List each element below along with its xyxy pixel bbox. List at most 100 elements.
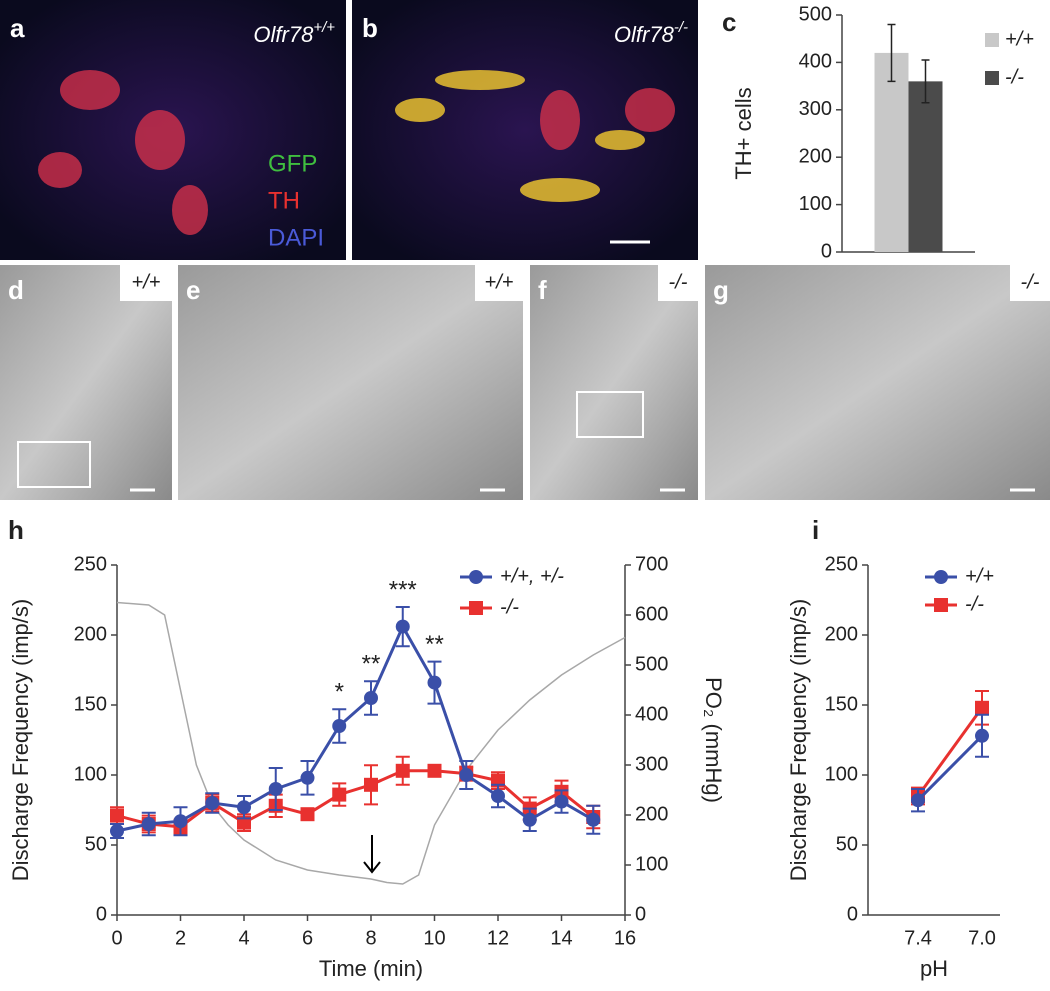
y-tick-label: 0 [96, 903, 107, 925]
legend-marker [934, 598, 948, 612]
legend-swatch [985, 71, 999, 85]
superscript: -/- [674, 19, 688, 36]
significance: ** [425, 631, 444, 658]
y-tick-label: 50 [85, 833, 107, 855]
legend-marker [469, 570, 483, 584]
y2-tick-label: 100 [635, 853, 668, 875]
y2-tick-label: 300 [635, 753, 668, 775]
y-tick-label: 100 [74, 763, 107, 785]
x-tick-label: 16 [614, 927, 636, 949]
y2-tick-label: 500 [635, 653, 668, 675]
image-label: -/- [1021, 271, 1040, 293]
error-bar [887, 23, 896, 83]
superscript: +/+ [313, 19, 335, 36]
stain-label: GFP [268, 150, 317, 177]
point [332, 719, 347, 733]
y-axis-label: Discharge Frequency (imp/s) [8, 599, 33, 881]
significance: ** [362, 651, 381, 678]
legend-label: -/- [1005, 66, 1024, 88]
y-tick-label: 200 [825, 623, 858, 645]
y-tick-label: 150 [825, 693, 858, 715]
point [300, 770, 315, 785]
panel-letter: c [722, 7, 736, 37]
image-label: +/+ [485, 271, 514, 293]
y-tick-label: 0 [847, 903, 858, 925]
panel-letter: f [538, 275, 547, 305]
y-tick-label: 150 [74, 693, 107, 715]
label-boxes [120, 265, 1050, 301]
image-label: Olfr78-/- [614, 19, 688, 47]
legend-label: +/+, +/- [500, 565, 564, 587]
legend-marker [469, 601, 483, 615]
legend-swatch [985, 33, 999, 47]
panel-letter: a [10, 13, 25, 43]
y-tick-label: 100 [825, 763, 858, 785]
error-bar [921, 59, 930, 104]
y2-tick-label: 700 [635, 553, 668, 575]
y-tick-label: 300 [799, 98, 832, 120]
y2-tick-label: 600 [635, 603, 668, 625]
point [173, 814, 188, 829]
point [554, 794, 569, 809]
point [459, 768, 474, 782]
point [427, 675, 442, 690]
point [491, 789, 505, 803]
x-tick-label: 14 [550, 927, 572, 949]
image-g [705, 265, 1050, 500]
point [975, 728, 989, 743]
point [395, 619, 410, 634]
y-tick-label: 100 [799, 193, 832, 215]
y2-tick-label: 200 [635, 803, 668, 825]
y2-tick-label: 0 [635, 903, 646, 925]
point [110, 808, 124, 823]
x-tick-label: 0 [111, 927, 122, 949]
image-label: Olfr78+/+ [253, 19, 335, 47]
series-line [116, 769, 595, 829]
point [110, 824, 124, 838]
y2-axis-label: PO₂ (mmHg) [701, 677, 726, 803]
x-tick-label: 4 [238, 927, 249, 949]
panel-letter: e [186, 275, 200, 305]
inset-box [17, 441, 91, 488]
y-tick-label: 50 [836, 833, 858, 855]
x-axis-label: pH [920, 956, 948, 981]
point [522, 812, 537, 827]
point [586, 812, 601, 827]
legend-label: -/- [965, 593, 984, 615]
y-tick-label: 250 [825, 553, 858, 575]
image-e [178, 265, 523, 500]
y2-tick-label: 400 [635, 703, 668, 725]
panel-letter: g [713, 275, 729, 305]
bar [908, 81, 943, 252]
series-line [116, 623, 594, 833]
y-tick-label: 200 [74, 623, 107, 645]
arrow [363, 835, 381, 874]
legend-marker [934, 570, 948, 584]
x-tick-label: 7.0 [968, 927, 996, 949]
series-line [916, 706, 984, 797]
x-tick-label: 2 [175, 927, 186, 949]
point [427, 763, 442, 778]
stain-label: DAPI [268, 224, 324, 251]
x-tick-label: 10 [423, 927, 445, 949]
significance: *** [389, 576, 417, 603]
significance: * [335, 679, 344, 706]
po2-trace [116, 601, 626, 885]
y-axis-label: Discharge Frequency (imp/s) [786, 599, 811, 881]
genotype: Olfr78 [614, 22, 675, 47]
y-tick-label: 250 [74, 553, 107, 575]
legend-label: +/+ [965, 565, 994, 587]
point [364, 777, 378, 792]
x-axis-label: Time (min) [319, 956, 423, 981]
point [237, 800, 251, 815]
cells-yellow [395, 70, 645, 202]
point [332, 787, 347, 802]
image-f [530, 265, 698, 500]
panel-letter: b [362, 13, 378, 43]
x-tick-label: 12 [487, 927, 509, 949]
image-d [0, 265, 172, 500]
x-tick-label: 7.4 [904, 927, 932, 949]
y-tick-label: 200 [799, 145, 832, 167]
point [975, 700, 989, 715]
